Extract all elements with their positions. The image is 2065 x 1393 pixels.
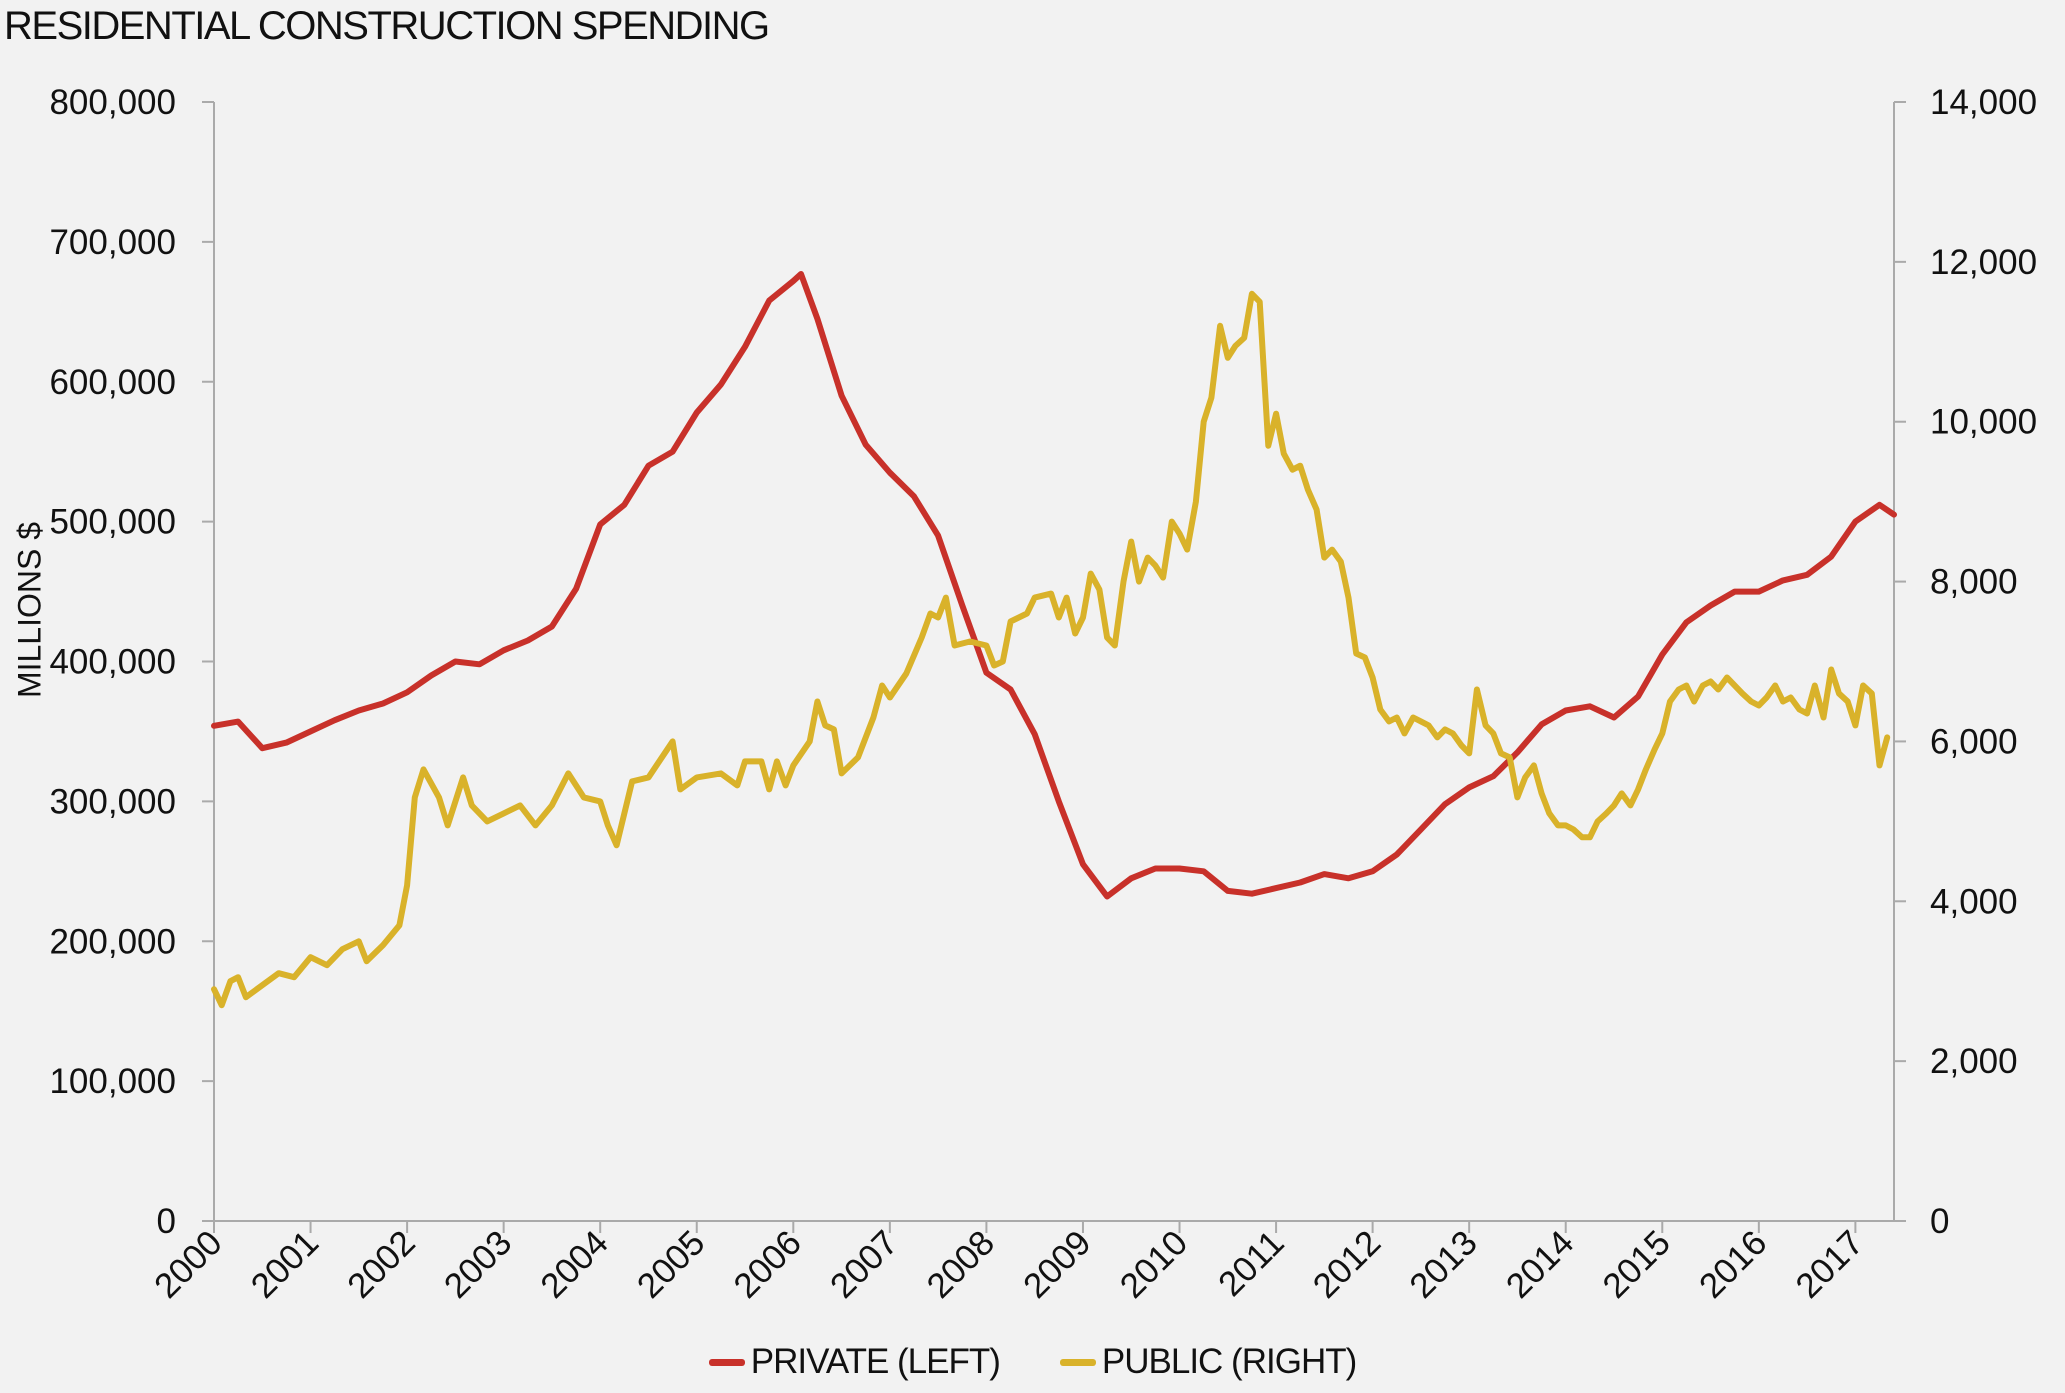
series-lines bbox=[211, 271, 1897, 1009]
right-tick-label: 14,000 bbox=[1930, 83, 2037, 122]
x-tick-label: 2006 bbox=[726, 1223, 809, 1306]
left-tick-label: 800,000 bbox=[49, 83, 176, 122]
axes bbox=[202, 101, 1906, 1233]
left-tick-label: 700,000 bbox=[49, 223, 176, 262]
legend-label-public: PUBLIC (RIGHT) bbox=[1101, 1342, 1357, 1381]
x-tick-label: 2016 bbox=[1692, 1223, 1775, 1306]
x-tick-label: 2017 bbox=[1788, 1223, 1871, 1306]
x-tick-label: 2011 bbox=[1211, 1223, 1292, 1304]
right-tick-label: 2,000 bbox=[1930, 1042, 2018, 1081]
x-tick-label: 2015 bbox=[1595, 1223, 1678, 1306]
x-tick-label: 2002 bbox=[340, 1223, 423, 1306]
x-tick-label: 2007 bbox=[823, 1223, 906, 1306]
x-tick-label: 2005 bbox=[630, 1223, 713, 1306]
left-tick-label: 400,000 bbox=[49, 643, 176, 682]
x-tick-label: 2008 bbox=[919, 1223, 1002, 1306]
left-tick-label: 300,000 bbox=[49, 782, 176, 821]
x-tick-label: 2004 bbox=[533, 1223, 616, 1306]
right-tick-label: 12,000 bbox=[1930, 243, 2037, 282]
left-tick-label: 200,000 bbox=[49, 922, 176, 961]
x-tick-label: 2012 bbox=[1306, 1223, 1389, 1306]
series-line-private bbox=[211, 271, 1897, 900]
x-tick-label: 2010 bbox=[1113, 1223, 1196, 1306]
legend: PRIVATE (LEFT) PUBLIC (RIGHT) bbox=[0, 1342, 2065, 1382]
x-tick-label: 2003 bbox=[437, 1223, 520, 1306]
tick-labels: 0 100,000 200,000 300,000 400,000 500,000 600,… bbox=[49, 83, 2037, 1306]
legend-label-private: PRIVATE (LEFT) bbox=[750, 1342, 1001, 1381]
x-tick-label: 2001 bbox=[244, 1223, 327, 1306]
right-tick-label: 6,000 bbox=[1930, 722, 2018, 761]
legend-item-public: PUBLIC (RIGHT) bbox=[1059, 1342, 1357, 1382]
x-tick-label: 2014 bbox=[1499, 1223, 1582, 1306]
chart-title: RESIDENTIAL CONSTRUCTION SPENDING bbox=[4, 4, 770, 48]
legend-swatch-private bbox=[708, 1358, 745, 1366]
right-tick-label: 8,000 bbox=[1930, 563, 2018, 602]
legend-swatch-public bbox=[1059, 1358, 1096, 1366]
x-tick-label: 2009 bbox=[1016, 1223, 1099, 1306]
right-tick-label: 0 bbox=[1930, 1202, 1949, 1241]
series-line-public bbox=[211, 290, 1891, 1009]
right-tick-label: 4,000 bbox=[1930, 882, 2018, 921]
left-tick-label: 600,000 bbox=[49, 363, 176, 402]
left-tick-label: 100,000 bbox=[49, 1062, 176, 1101]
left-tick-label: 500,000 bbox=[49, 503, 176, 542]
legend-item-private: PRIVATE (LEFT) bbox=[708, 1342, 1001, 1382]
left-tick-label: 0 bbox=[157, 1202, 176, 1241]
right-tick-label: 10,000 bbox=[1930, 403, 2037, 442]
x-tick-label: 2013 bbox=[1402, 1223, 1485, 1306]
